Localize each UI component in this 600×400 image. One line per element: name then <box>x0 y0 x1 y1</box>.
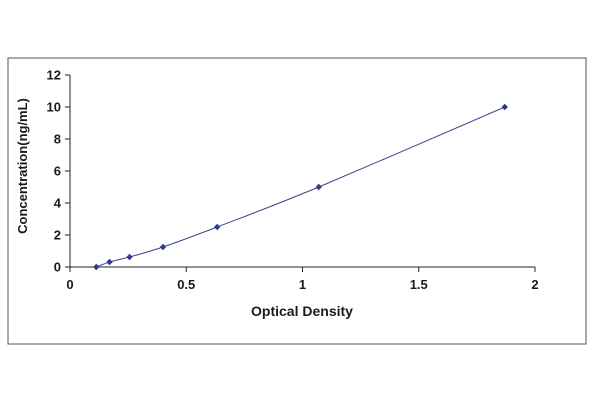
y-tick-label: 0 <box>54 260 61 275</box>
data-point-marker <box>126 253 133 261</box>
data-points <box>93 103 508 271</box>
data-point-marker <box>213 223 221 231</box>
y-tick-label: 6 <box>54 164 61 179</box>
x-tick-label: 1 <box>299 277 306 292</box>
y-axis-ticks: 0 2 4 6 8 10 12 <box>47 68 70 275</box>
y-axis-label: Concentration(ng/mL) <box>15 98 30 234</box>
y-tick-label: 2 <box>54 228 61 243</box>
x-tick-label: 2 <box>531 277 538 292</box>
data-point-marker <box>315 183 322 191</box>
y-tick-label: 8 <box>54 132 61 147</box>
axes <box>69 75 535 268</box>
x-axis-ticks: 0 0.5 1 1.5 2 <box>66 267 539 292</box>
y-tick-label: 4 <box>54 196 62 211</box>
x-tick-label: 0 <box>66 277 73 292</box>
plot-frame <box>7 57 587 345</box>
x-tick-label: 1.5 <box>410 277 428 292</box>
x-axis-label: Optical Density <box>251 303 353 319</box>
fit-curve <box>96 106 505 268</box>
data-point-marker <box>93 263 100 271</box>
y-tick-label: 12 <box>47 68 61 83</box>
y-tick-label: 10 <box>47 100 61 115</box>
x-tick-label: 0.5 <box>177 277 195 292</box>
data-point-marker <box>501 103 508 111</box>
data-point-marker <box>106 258 113 266</box>
data-point-marker <box>159 243 167 251</box>
